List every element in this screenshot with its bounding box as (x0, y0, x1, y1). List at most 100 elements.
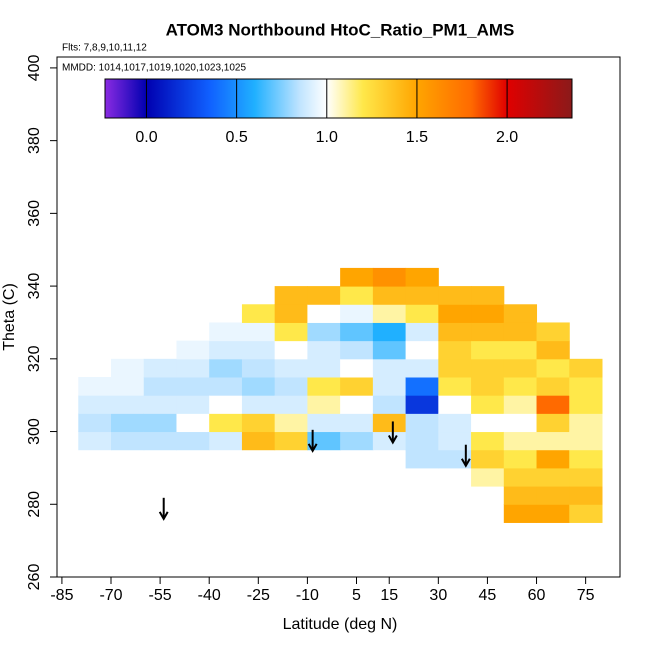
heat-cell (78, 431, 112, 451)
y-tick-label: 360 (26, 200, 43, 227)
heat-cell (372, 286, 407, 305)
heat-cell (471, 413, 505, 433)
y-tick-label: 380 (26, 127, 43, 154)
x-tick-label: -25 (247, 587, 270, 604)
heat-cell (372, 304, 407, 323)
heat-cell (405, 449, 439, 469)
heat-cell (536, 431, 570, 451)
heat-cell (340, 395, 374, 414)
heat-cell (471, 395, 505, 414)
heat-cell (438, 377, 472, 396)
x-tick-label: 5 (352, 587, 361, 604)
heat-cell (471, 286, 505, 305)
heat-cell (78, 377, 112, 396)
x-tick-label: -10 (296, 587, 319, 604)
colorbar-tick-label: 0.0 (135, 129, 157, 146)
heat-cell (536, 322, 570, 342)
heat-cell (274, 286, 308, 305)
heat-cell (405, 322, 439, 342)
heat-cell (307, 377, 341, 396)
y-tick-label: 340 (26, 273, 43, 300)
heat-cell (503, 395, 538, 414)
colorbar-tick-label: 0.5 (226, 129, 248, 146)
x-tick-label: -55 (149, 587, 172, 604)
heat-cell (569, 467, 603, 487)
heat-cell (111, 413, 145, 433)
heat-cell (372, 322, 407, 342)
heat-cell (438, 286, 472, 305)
heat-cell (536, 449, 570, 469)
heat-cell (438, 322, 472, 342)
heat-cell (111, 395, 145, 414)
heat-cell (503, 486, 538, 505)
heat-cell (471, 377, 505, 396)
heat-cell (111, 358, 145, 378)
heat-cell (176, 358, 210, 378)
heat-cell (438, 431, 472, 451)
heat-cell (143, 377, 177, 396)
heat-cell (503, 504, 538, 523)
y-tick-label: 320 (26, 345, 43, 372)
heat-cell (503, 467, 538, 487)
arrow (307, 429, 318, 453)
heat-cell (274, 413, 308, 433)
heat-cell (340, 304, 374, 323)
heat-cell (536, 467, 570, 487)
heat-cell (274, 395, 308, 414)
x-tick-label: -40 (198, 587, 221, 604)
heat-cell (569, 395, 603, 414)
heat-cell (340, 286, 374, 305)
heat-cell (569, 504, 603, 523)
arrow (158, 497, 169, 521)
heat-cell (471, 340, 505, 360)
colorbar-tick-label: 1.0 (316, 129, 338, 146)
arrow (460, 444, 471, 468)
arrow-head (387, 434, 398, 445)
heat-cell (405, 286, 439, 305)
heat-cell (503, 322, 538, 342)
heat-cell (241, 431, 276, 451)
heat-cell (241, 322, 276, 342)
heat-cell (372, 431, 407, 451)
y-tick-label: 260 (26, 564, 43, 591)
x-tick-label: 15 (380, 587, 398, 604)
heat-cell (111, 377, 145, 396)
heat-cell (536, 486, 570, 505)
heat-cell (307, 358, 341, 378)
heat-cell (274, 431, 308, 451)
heat-cell (176, 377, 210, 396)
heat-cell (405, 377, 439, 396)
x-tick-label: 30 (429, 587, 447, 604)
colorbar-tick-label: 1.5 (406, 129, 428, 146)
heat-cell (111, 431, 145, 451)
heat-cell (503, 377, 538, 396)
heat-cell (503, 413, 538, 433)
arrow-head (307, 443, 318, 453)
heat-cell (176, 413, 210, 433)
heat-cell (340, 377, 374, 396)
x-axis-label: Latitude (deg N) (283, 616, 398, 633)
heat-cell (536, 358, 570, 378)
heat-cell (536, 340, 570, 360)
heat-cell (372, 413, 407, 433)
heat-cell (569, 431, 603, 451)
x-tick-label: -85 (50, 587, 73, 604)
heat-cell (405, 267, 439, 287)
arrow-head (460, 458, 471, 468)
annotation: MMDD: 1014,1017,1019,1020,1023,1025 (62, 63, 246, 74)
heat-cell (176, 340, 210, 360)
chart-title: ATOM3 Northbound HtoC_Ratio_PM1_AMS (166, 20, 515, 39)
heat-cell (340, 358, 374, 378)
heat-cell (209, 377, 243, 396)
heat-cell (503, 340, 538, 360)
colorbar-tick-label: 2.0 (496, 129, 518, 146)
heat-cell (372, 340, 407, 360)
heat-cell (372, 377, 407, 396)
heat-cell (438, 395, 472, 414)
heat-cell (569, 358, 603, 378)
heat-cell (471, 467, 505, 487)
heat-cell (536, 377, 570, 396)
heat-cell (209, 340, 243, 360)
heat-cell (503, 358, 538, 378)
arrow (387, 421, 398, 445)
